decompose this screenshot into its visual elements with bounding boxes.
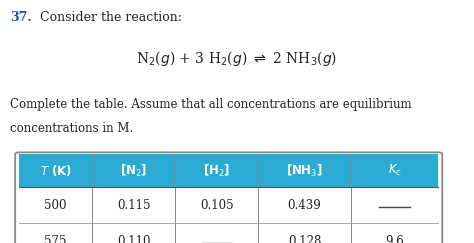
Text: 0.105: 0.105 [200, 199, 234, 212]
Text: Consider the reaction:: Consider the reaction: [40, 11, 182, 24]
Text: 500: 500 [45, 199, 67, 212]
Text: N$_2$($g$) + 3 H$_2$($g$) $\rightleftharpoons$ 2 NH$_3$($g$): N$_2$($g$) + 3 H$_2$($g$) $\rightlefthar… [137, 49, 337, 68]
Text: 37.: 37. [10, 11, 32, 24]
Text: 9.6: 9.6 [385, 234, 404, 243]
Text: 0.439: 0.439 [288, 199, 321, 212]
Text: 0.115: 0.115 [117, 199, 151, 212]
Text: 0.110: 0.110 [117, 234, 151, 243]
Text: $\mathit{T}$ (K): $\mathit{T}$ (K) [40, 163, 72, 178]
Text: Complete the table. Assume that all concentrations are equilibrium: Complete the table. Assume that all conc… [10, 98, 412, 111]
Text: [N$_2$]: [N$_2$] [120, 163, 147, 179]
FancyBboxPatch shape [15, 152, 442, 243]
Text: 575: 575 [45, 234, 67, 243]
Bar [19, 154, 438, 187]
Text: concentrations in M.: concentrations in M. [10, 122, 134, 134]
Text: [NH$_3$]: [NH$_3$] [286, 163, 323, 179]
Text: [H$_2$]: [H$_2$] [203, 163, 230, 179]
Text: 0.128: 0.128 [288, 234, 321, 243]
Text: $K_c$: $K_c$ [388, 163, 401, 178]
